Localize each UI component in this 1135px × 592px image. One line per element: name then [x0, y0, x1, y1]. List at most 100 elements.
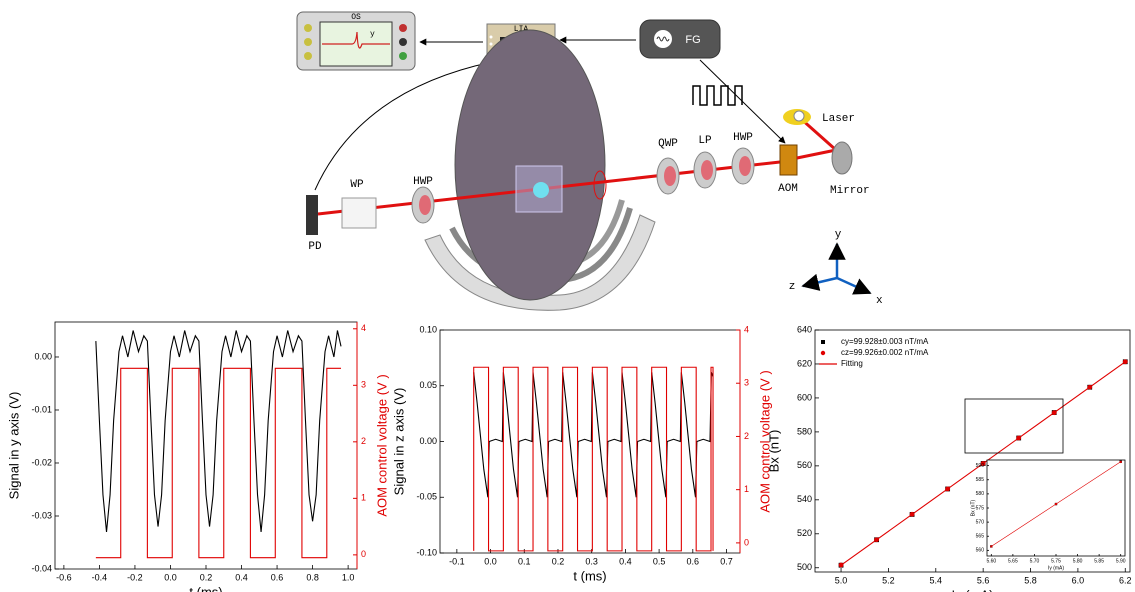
axis-arrow: [837, 278, 870, 293]
figure: OS y LIA x y FG: [0, 0, 1135, 592]
y-axis-label: Signal in z axis (V): [391, 388, 406, 496]
legend-swatch: [821, 351, 825, 355]
y-tick-label: 585: [976, 477, 985, 483]
mirror-label: Mirror: [830, 185, 870, 197]
atoms: [533, 182, 549, 198]
x-tick-label: 0.1: [518, 556, 531, 566]
beam-spot: [664, 166, 676, 186]
shield-disk: [455, 30, 605, 300]
x-tick-label: 0.6: [687, 556, 700, 566]
knob: [304, 52, 312, 60]
y2-tick-label: 0: [361, 549, 366, 559]
beam-spot: [701, 160, 713, 180]
x-tick-label: 5.6: [977, 575, 990, 585]
square-wave-symbol: [693, 86, 742, 105]
fg-label: FG: [685, 34, 700, 46]
mirror: [832, 142, 852, 174]
y-tick-label: -0.10: [416, 547, 437, 557]
x-tick-label: 6.0: [1072, 575, 1085, 585]
legend-label: cy=99.928±0.003 nT/mA: [841, 337, 929, 346]
x-tick-label: -0.2: [127, 572, 143, 582]
y-tick-label: 570: [976, 519, 985, 525]
laser-beam: [797, 150, 836, 158]
y-tick-label: 590: [976, 463, 985, 469]
y2-tick-label: 2: [744, 431, 749, 441]
y-tick-label: 520: [797, 528, 812, 538]
y-tick-label: 560: [976, 548, 985, 554]
y2-tick-label: 4: [361, 323, 366, 333]
hwp-label: HWP: [413, 176, 433, 188]
y-axis-label: Bx (nT): [970, 499, 976, 516]
legend-swatch: [821, 340, 825, 344]
qwp-label: QWP: [658, 138, 678, 150]
y2-tick-label: 3: [744, 378, 749, 388]
x-tick-label: 1.0: [342, 572, 355, 582]
y-tick-label: 640: [797, 324, 812, 334]
y-tick-label: 500: [797, 562, 812, 572]
x-tick-label: 0.5: [653, 556, 666, 566]
y-tick-label: 0.00: [34, 351, 52, 361]
laser-aperture: [794, 111, 804, 121]
x-tick-label: 0.8: [306, 572, 319, 582]
x-tick-label: 0.2: [200, 572, 213, 582]
knob: [399, 38, 407, 46]
x-tick-label: 5.0: [835, 575, 848, 585]
y-tick-label: -0.04: [31, 563, 52, 573]
y-tick-label: 0.05: [419, 380, 437, 390]
beam-spot: [739, 156, 751, 176]
axis-x-label: x: [876, 295, 883, 307]
x-tick-label: -0.4: [92, 572, 108, 582]
x-tick-label: 0.6: [271, 572, 284, 582]
x-tick-label: 5.85: [1094, 558, 1104, 564]
x-tick-label: 0.4: [619, 556, 632, 566]
y-tick-label: 0.00: [419, 436, 437, 446]
lia-led: [490, 43, 493, 46]
knob: [399, 24, 407, 32]
y2-tick-label: 2: [361, 436, 366, 446]
x-axis-label: Iy (mA): [952, 587, 994, 592]
y-tick-label: 580: [797, 426, 812, 436]
legend-label: Fitting: [841, 359, 863, 368]
x-tick-label: 5.60: [986, 558, 996, 564]
y-tick-label: 575: [976, 505, 985, 511]
lp-label: LP: [698, 135, 712, 147]
x-tick-label: 0.3: [585, 556, 598, 566]
setup-diagram: OS y LIA x y FG: [297, 12, 883, 310]
axis-y-label: y: [835, 229, 842, 241]
x-tick-label: 6.2: [1119, 575, 1132, 585]
y-axis-label: Bx (nT): [766, 430, 781, 473]
y-tick-label: 620: [797, 358, 812, 368]
plot-frame: [987, 460, 1125, 556]
x-tick-label: 5.75: [1051, 558, 1061, 564]
x-tick-label: -0.6: [56, 572, 72, 582]
knob: [304, 38, 312, 46]
y-tick-label: -0.02: [31, 457, 52, 467]
pd-label: PD: [308, 241, 322, 253]
y-tick-label: 560: [797, 460, 812, 470]
y2-tick-label: 3: [361, 380, 366, 390]
x-axis-label: t (ms): [189, 584, 222, 592]
axis-z-label: z: [789, 281, 796, 293]
y-tick-label: 565: [976, 534, 985, 540]
x-tick-label: 5.8: [1024, 575, 1037, 585]
y2-tick-label: 1: [361, 493, 366, 503]
y-tick-label: -0.03: [31, 510, 52, 520]
x-tick-label: 5.4: [930, 575, 943, 585]
y2-tick-label: 0: [744, 537, 749, 547]
x-tick-label: 5.70: [1030, 558, 1040, 564]
aom-label: AOM: [778, 183, 798, 195]
x-tick-label: 0.0: [484, 556, 497, 566]
beam-spot: [419, 195, 431, 215]
charts: -0.6 -0.4 -0.2 0.0 0.2 0.4 0.6 0.8 1.0 -0.04 -0.03…: [6, 322, 1131, 592]
x-tick-label: 0.2: [552, 556, 565, 566]
y-tick-label: 0.10: [419, 324, 437, 334]
os-label: OS: [351, 13, 361, 22]
wp-label: WP: [350, 179, 364, 191]
laser-label: Laser: [822, 113, 855, 125]
y-tick-label: 580: [976, 491, 985, 497]
wp-prism: [342, 198, 376, 228]
lia-led: [490, 36, 493, 39]
y2-axis-label: AOM control voltage (V ): [374, 374, 389, 516]
x-tick-label: 5.90: [1116, 558, 1126, 564]
